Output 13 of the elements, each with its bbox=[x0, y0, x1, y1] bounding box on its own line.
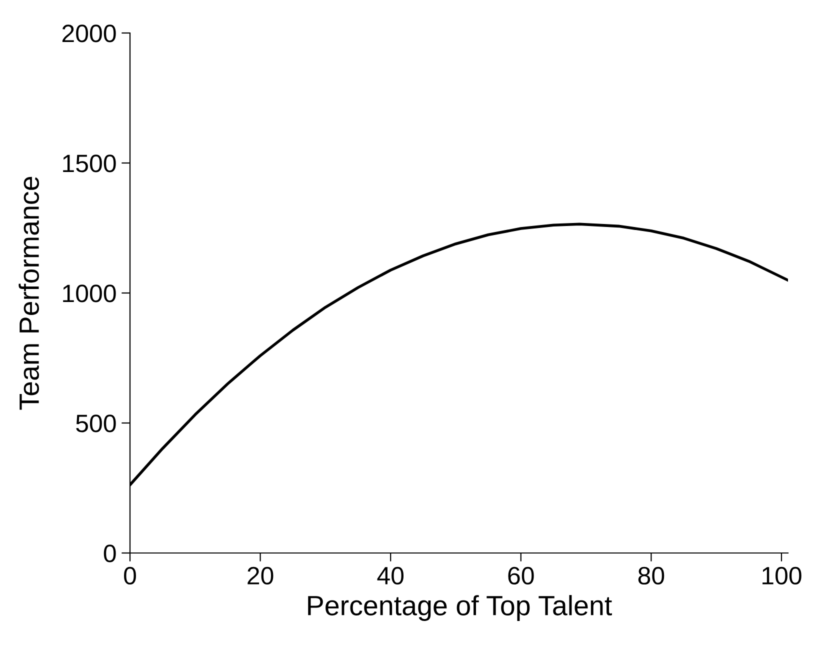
y-tick-label: 500 bbox=[76, 414, 116, 432]
y-tick-label: 0 bbox=[104, 544, 116, 562]
x-tick-label: 60 bbox=[508, 566, 534, 585]
x-tick-label: 40 bbox=[377, 566, 404, 585]
x-tick-label: 100 bbox=[762, 566, 802, 585]
y-tick-label: 1500 bbox=[63, 154, 116, 172]
y-tick-label: 2000 bbox=[62, 24, 116, 42]
x-tick-label: 80 bbox=[638, 566, 664, 585]
x-axis-title: Percentage of Top Talent bbox=[308, 595, 612, 621]
x-tick-label: 20 bbox=[248, 566, 274, 585]
y-axis-title: Team Performance bbox=[18, 176, 40, 410]
x-tick-label: 0 bbox=[124, 566, 136, 585]
y-tick-label: 1000 bbox=[63, 284, 116, 302]
